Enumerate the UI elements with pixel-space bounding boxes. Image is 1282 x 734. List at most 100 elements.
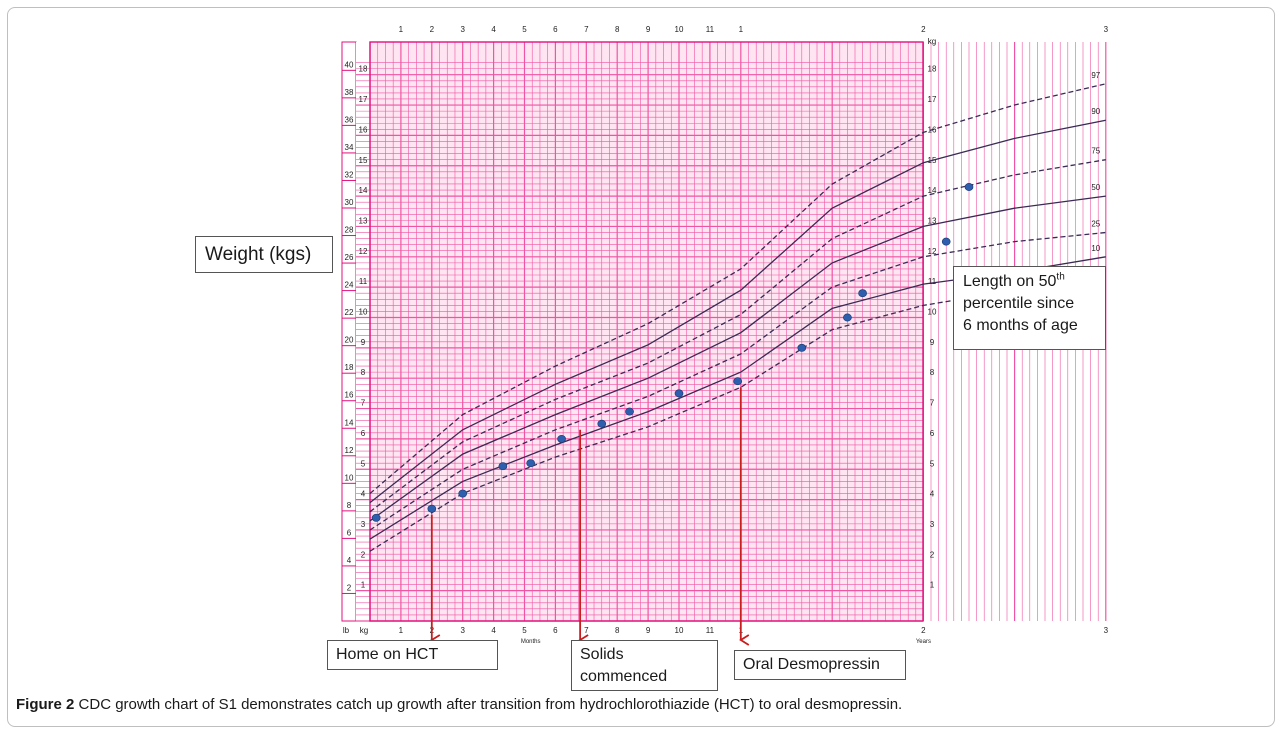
- lb-tick-label: 24: [345, 281, 354, 290]
- x-tick-label-bottom: 3: [1104, 626, 1109, 635]
- weight-data-point: [733, 377, 743, 386]
- lb-tick-label: 12: [345, 446, 354, 455]
- x-axis-label-months: Months: [521, 639, 541, 645]
- lb-tick-label: 36: [345, 115, 354, 124]
- x-tick-label-top: 5: [522, 25, 527, 34]
- length-note-line3: 6 months of age: [963, 317, 1078, 334]
- kg-scale-strip-left: [356, 42, 370, 621]
- figure-caption-text: CDC growth chart of S1 demonstrates catc…: [78, 696, 903, 713]
- lb-tick-label: 2: [347, 583, 352, 592]
- figure-caption: Figure 2 CDC growth chart of S1 demonstr…: [16, 696, 1271, 713]
- kg-tick-label-right: 3: [930, 520, 935, 529]
- oral-desmopressin-box: Oral Desmopressin: [734, 650, 906, 680]
- kg-tick-label-left: 5: [361, 459, 366, 468]
- lb-tick-label: 40: [345, 60, 354, 69]
- kg-tick-label-left: 1: [361, 581, 366, 590]
- kg-tick-label-left: 9: [361, 338, 366, 347]
- lb-tick-label: 4: [347, 556, 352, 565]
- length-note-line2: percentile since: [963, 295, 1075, 312]
- percentile-curve-50: [369, 195, 1106, 522]
- weight-data-point: [625, 407, 634, 416]
- percentile-curve-25: [369, 231, 1106, 531]
- weight-data-point: [941, 237, 951, 246]
- kg-tick-label-right: 9: [930, 338, 935, 347]
- percentile-label-10: 10: [1091, 244, 1100, 253]
- x-tick-label-top: 11: [706, 25, 715, 34]
- solids-commenced-label: Solids commenced: [580, 646, 668, 685]
- x-tick-label-top: 2: [921, 25, 926, 34]
- lb-tick-label: 8: [347, 501, 352, 510]
- kg-tick-label-right: 18: [928, 65, 937, 74]
- x-tick-label-top: 4: [491, 25, 496, 34]
- percentile-curve-90: [369, 119, 1106, 504]
- percentile-label-50: 50: [1091, 183, 1100, 192]
- lb-tick-label: 28: [345, 226, 354, 235]
- lb-tick-label: 30: [345, 198, 354, 207]
- kg-tick-label-right: 4: [930, 490, 935, 499]
- kg-scale-strip-right: [923, 42, 940, 621]
- weight-data-point: [427, 504, 437, 513]
- x-tick-label-bottom: 11: [706, 626, 715, 635]
- kg-tick-label-left: 7: [361, 399, 366, 408]
- length-note-box: Length on 50th percentile since 6 months…: [953, 266, 1106, 350]
- kg-tick-label-right: 12: [928, 247, 937, 256]
- weight-data-point: [674, 389, 684, 398]
- kg-tick-label-left: 16: [359, 125, 368, 134]
- weight-data-point: [843, 313, 852, 322]
- kg-tick-label-right: 6: [930, 429, 935, 438]
- weight-data-point: [458, 489, 468, 498]
- x-tick-label-bottom: 8: [615, 626, 620, 635]
- lb-axis-label: lb: [343, 626, 350, 635]
- x-tick-label-top: 1: [399, 25, 404, 34]
- x-tick-label-bottom: 5: [522, 626, 527, 635]
- x-tick-label-top: 7: [584, 25, 589, 34]
- x-tick-label-top: 3: [460, 25, 465, 34]
- x-tick-label-bottom: 10: [675, 626, 684, 635]
- lb-tick-label: 6: [347, 528, 352, 537]
- weight-data-point: [498, 462, 508, 471]
- x-tick-label-top: 2: [430, 25, 435, 34]
- kg-tick-label-left: 18: [359, 65, 368, 74]
- percentile-label-25: 25: [1091, 220, 1100, 229]
- kg-tick-label-left: 2: [361, 550, 366, 559]
- x-tick-label-top: 6: [553, 25, 558, 34]
- x-tick-label-top: 3: [1104, 25, 1109, 34]
- plot-border: [369, 41, 924, 622]
- percentile-curve-97: [369, 83, 1106, 494]
- kg-tick-label-left: 14: [359, 186, 368, 195]
- home-on-hct-box: Home on HCT: [327, 640, 498, 670]
- weight-data-point: [858, 289, 867, 298]
- x-tick-label-bottom: 7: [584, 626, 589, 635]
- lb-tick-label: 38: [345, 88, 354, 97]
- kg-tick-label-left: 17: [359, 95, 368, 104]
- lb-tick-label: 22: [345, 308, 354, 317]
- oral-desmopressin-label: Oral Desmopressin: [743, 656, 880, 673]
- kg-tick-label-left: 13: [359, 216, 368, 225]
- lb-tick-label: 26: [345, 253, 354, 262]
- percentile-curve-75: [369, 159, 1106, 513]
- kg-tick-label-right: 5: [930, 459, 935, 468]
- lb-tick-label: 14: [345, 418, 354, 427]
- figure-frame: [7, 7, 1275, 727]
- solids-commenced-box: Solids commenced: [571, 640, 718, 691]
- percentile-label-90: 90: [1091, 107, 1100, 116]
- kg-tick-label-right: 14: [928, 186, 937, 195]
- kg-tick-label-right: 17: [928, 95, 937, 104]
- kg-tick-label-left: 10: [359, 308, 368, 317]
- percentile-label-75: 75: [1091, 147, 1100, 156]
- figure-caption-label: Figure 2: [16, 696, 75, 713]
- kg-tick-label-right: 10: [928, 308, 937, 317]
- kg-tick-label-right: 11: [928, 277, 937, 286]
- lb-tick-label: 20: [345, 336, 354, 345]
- kg-unit-label-right: kg: [928, 37, 936, 46]
- weight-data-point: [797, 343, 807, 352]
- length-note-sup: th: [1056, 271, 1065, 283]
- percentile-label-97: 97: [1091, 71, 1100, 80]
- lb-tick-label: 32: [345, 170, 354, 179]
- x-tick-label-top: 9: [646, 25, 651, 34]
- x-tick-label-top: 1: [739, 25, 744, 34]
- kg-tick-label-left: 15: [359, 156, 368, 165]
- x-axis-label-years: Years: [916, 639, 931, 645]
- kg-tick-label-left: 11: [359, 277, 368, 286]
- kg-tick-label-right: 2: [930, 550, 935, 559]
